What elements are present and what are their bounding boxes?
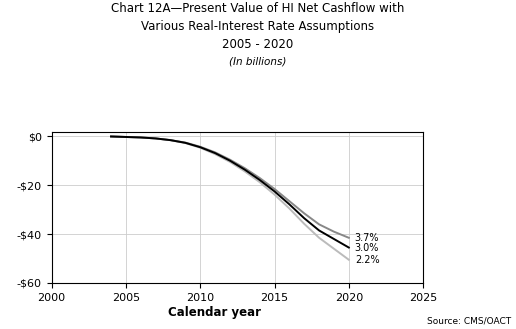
Text: Calendar year: Calendar year bbox=[168, 306, 261, 319]
Text: Chart 12A—Present Value of HI Net Cashflow with: Chart 12A—Present Value of HI Net Cashfl… bbox=[111, 2, 405, 15]
Text: 3.7%: 3.7% bbox=[355, 233, 379, 243]
Text: Source: CMS/OACT: Source: CMS/OACT bbox=[427, 317, 511, 326]
Text: (In billions): (In billions) bbox=[229, 57, 287, 66]
Text: 2.2%: 2.2% bbox=[355, 255, 379, 265]
Text: 2005 - 2020: 2005 - 2020 bbox=[222, 38, 294, 51]
Text: 3.0%: 3.0% bbox=[355, 242, 379, 253]
Text: Various Real-Interest Rate Assumptions: Various Real-Interest Rate Assumptions bbox=[141, 20, 375, 33]
